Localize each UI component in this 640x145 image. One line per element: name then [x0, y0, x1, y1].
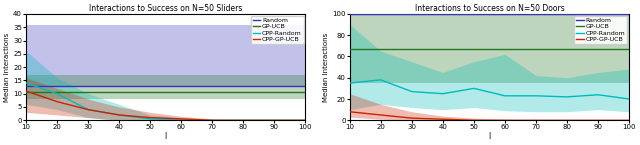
CPP-Random [625, 98, 633, 100]
CPP-GP-UCB [53, 101, 61, 103]
CPP-GP-UCB [147, 117, 154, 118]
CPP-GP-UCB [532, 119, 540, 121]
CPP-GP-UCB [594, 119, 602, 121]
CPP-GP-UCB [271, 119, 278, 121]
CPP-Random [532, 95, 540, 97]
CPP-Random [470, 88, 477, 89]
CPP-GP-UCB [209, 119, 216, 121]
CPP-Random [439, 93, 447, 95]
Line: CPP-GP-UCB: CPP-GP-UCB [349, 112, 629, 120]
CPP-GP-UCB [22, 90, 30, 92]
CPP-GP-UCB [84, 109, 92, 110]
Title: Interactions to Success on N=50 Sliders: Interactions to Success on N=50 Sliders [89, 4, 243, 13]
CPP-GP-UCB [301, 119, 309, 121]
CPP-Random [301, 119, 309, 121]
CPP-GP-UCB [470, 119, 477, 121]
Line: CPP-Random: CPP-Random [349, 80, 629, 99]
Line: CPP-GP-UCB: CPP-GP-UCB [26, 91, 305, 120]
CPP-Random [271, 119, 278, 121]
Line: CPP-Random: CPP-Random [26, 83, 305, 120]
CPP-GP-UCB [439, 118, 447, 120]
CPP-Random [22, 82, 30, 84]
CPP-Random [594, 94, 602, 96]
CPP-GP-UCB [563, 119, 571, 121]
Random [0, 85, 2, 87]
Random [318, 13, 326, 15]
CPP-Random [147, 118, 154, 120]
Legend: Random, GP-UCB, CPP-Random, CPP-GP-UCB: Random, GP-UCB, CPP-Random, CPP-GP-UCB [251, 16, 303, 44]
Title: Interactions to Success on N=50 Doors: Interactions to Success on N=50 Doors [415, 4, 564, 13]
CPP-GP-UCB [625, 119, 633, 121]
CPP-GP-UCB [239, 119, 247, 121]
X-axis label: l: l [488, 132, 490, 141]
CPP-Random [209, 119, 216, 121]
CPP-Random [84, 109, 92, 110]
CPP-Random [177, 119, 185, 121]
CPP-GP-UCB [346, 111, 353, 113]
CPP-GP-UCB [501, 119, 509, 121]
CPP-Random [115, 114, 123, 116]
CPP-Random [501, 95, 509, 97]
GP-UCB [0, 91, 2, 93]
CPP-GP-UCB [377, 114, 385, 116]
CPP-GP-UCB [177, 118, 185, 120]
CPP-GP-UCB [408, 117, 415, 119]
CPP-Random [377, 79, 385, 81]
GP-UCB [318, 48, 326, 50]
CPP-Random [408, 91, 415, 93]
CPP-Random [346, 82, 353, 84]
Legend: Random, GP-UCB, CPP-Random, CPP-GP-UCB: Random, GP-UCB, CPP-Random, CPP-GP-UCB [574, 16, 627, 44]
X-axis label: l: l [164, 132, 167, 141]
CPP-Random [563, 96, 571, 98]
Y-axis label: Median Interactions: Median Interactions [323, 32, 330, 102]
CPP-Random [239, 119, 247, 121]
Random [315, 13, 323, 15]
Y-axis label: Median Interactions: Median Interactions [4, 32, 10, 102]
CPP-GP-UCB [115, 114, 123, 116]
GP-UCB [315, 48, 323, 50]
CPP-Random [53, 93, 61, 95]
